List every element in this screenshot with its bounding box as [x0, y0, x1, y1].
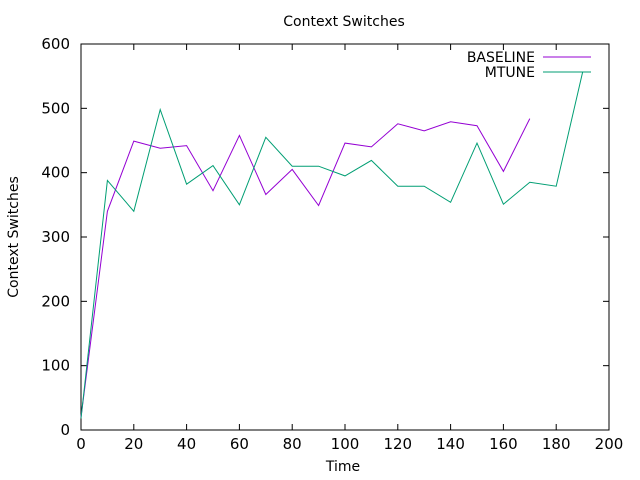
y-tick-label: 200 — [41, 292, 70, 310]
x-tick-label: 40 — [177, 435, 196, 453]
legend-label-mtune: MTUNE — [485, 65, 535, 81]
series-line-mtune — [80, 72, 584, 419]
y-tick-label: 500 — [41, 99, 70, 117]
axis-ticks: 0 20 40 60 80 100 120 140 160 180 200 0 100 200 300 400… — [41, 35, 623, 453]
legend-label-baseline: BASELINE — [467, 50, 535, 66]
x-tick-label: 80 — [283, 435, 302, 453]
y-tick-label: 400 — [41, 164, 70, 182]
x-tick-label: 0 — [76, 435, 86, 453]
x-tick-label: 160 — [489, 435, 518, 453]
x-tick-label: 60 — [230, 435, 249, 453]
x-tick-label: 200 — [595, 435, 624, 453]
y-tick-label: 0 — [60, 421, 70, 439]
series-lines — [80, 72, 584, 419]
plot-frame — [80, 43, 610, 431]
y-axis-label: Context Switches — [6, 176, 22, 298]
x-tick-label: 180 — [542, 435, 571, 453]
series-line-baseline — [80, 118, 531, 418]
y-tick-label: 600 — [41, 35, 70, 53]
x-tick-label: 120 — [383, 435, 412, 453]
x-tick-label: 140 — [436, 435, 465, 453]
chart-title: Context Switches — [283, 14, 405, 30]
x-axis-label: Time — [325, 459, 360, 475]
y-tick-label: 100 — [41, 357, 70, 375]
y-tick-label: 300 — [41, 228, 70, 246]
x-tick-label: 20 — [124, 435, 143, 453]
x-tick-label: 100 — [331, 435, 360, 453]
